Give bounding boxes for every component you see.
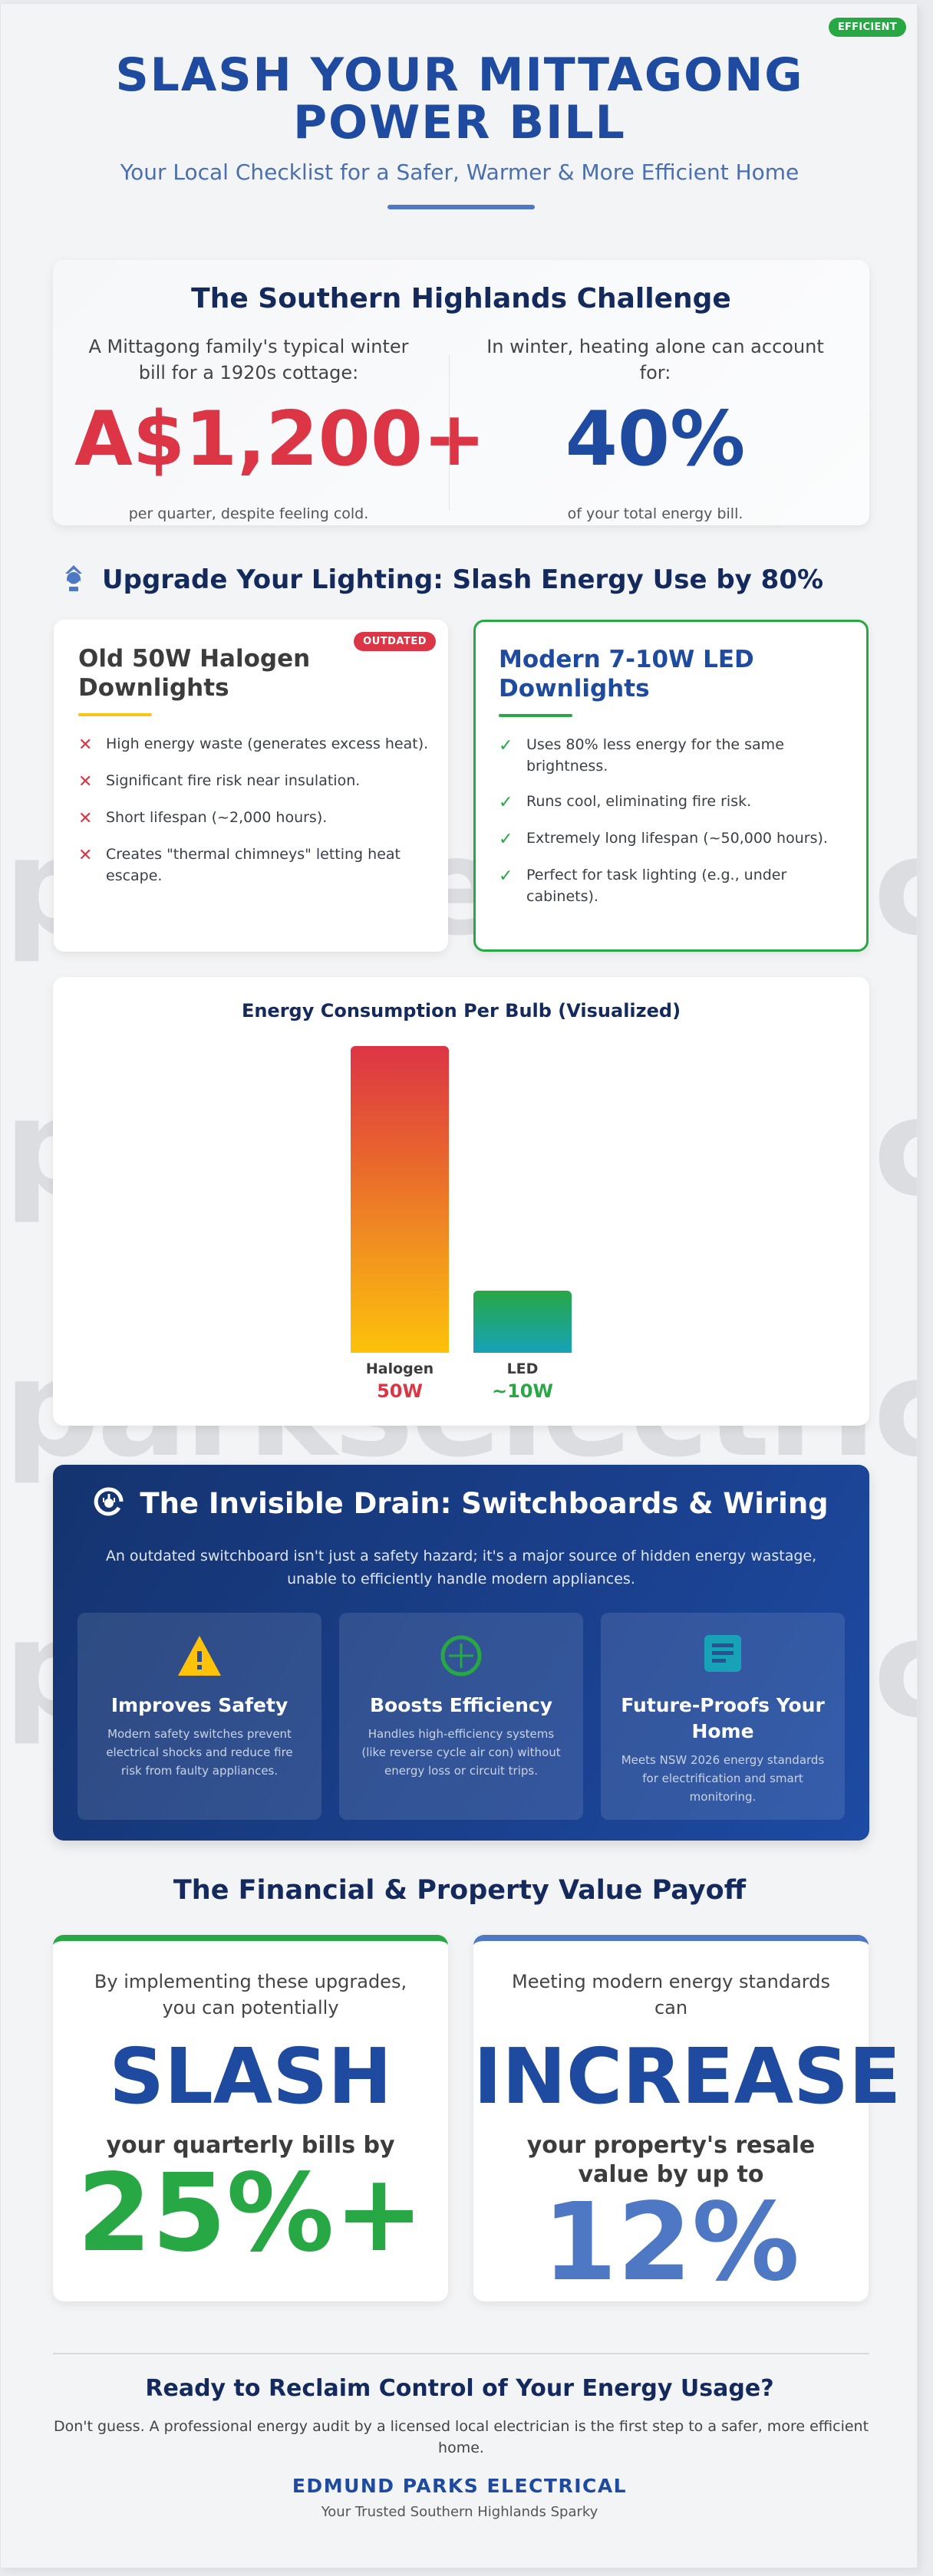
infographic-page: parkselectrical parkselectrical parksele…	[0, 3, 918, 2568]
feature-text: Handles high-efficiency systems (like re…	[361, 1727, 561, 1778]
halogen-card: OUTDATED Old 50W Halogen Downlights ✕ Hig…	[54, 620, 448, 952]
heating-value: 40%	[565, 396, 746, 483]
feature-card-efficiency: Boosts Efficiency Handles high-efficienc…	[339, 1613, 583, 1820]
feature-title: Improves Safety	[110, 1694, 288, 1716]
power-gauge-icon	[94, 1486, 124, 1520]
list-item: ✓ Uses 80% less energy for the same brigh…	[499, 734, 852, 777]
lighting-section-header: Upgrade Your Lighting: Slash Energy Use …	[64, 564, 823, 596]
efficient-badge: EFFICIENT	[828, 18, 906, 37]
brand-tagline: Your Trusted Southern Highlands Sparky	[321, 2504, 598, 2520]
feature-text: Meets NSW 2026 energy standards for elec…	[621, 1753, 825, 1804]
column-divider	[449, 355, 450, 510]
title-divider	[387, 205, 535, 209]
feature-card-safety: Improves Safety Modern safety switches p…	[77, 1613, 321, 1820]
outdated-badge: OUTDATED	[354, 632, 436, 651]
list-item: ✓ Runs cool, eliminating fire risk.	[499, 793, 752, 812]
check-icon: ✓	[499, 736, 513, 755]
bill-lead: A Mittagong family's typical winter bill…	[88, 336, 409, 383]
feature-card-future-proof: Future-Proofs Your Home Meets NSW 2026 e…	[601, 1613, 845, 1820]
plus-circle-icon	[356, 1634, 566, 1677]
challenge-heating-stat: In winter, heating alone can account for…	[452, 334, 859, 522]
check-icon: ✓	[499, 867, 513, 886]
list-item: ✓ Extremely long lifespan (~50,000 hours)…	[499, 830, 828, 849]
property-mid: your property's resale value by up to	[526, 2132, 816, 2188]
check-icon: ✓	[499, 830, 513, 849]
savings-value: 25%+	[77, 2151, 424, 2276]
cross-icon: ✕	[78, 772, 93, 791]
title-line-1: SLASH YOUR MITTAGONG	[115, 48, 804, 102]
warning-icon	[94, 1634, 305, 1677]
list-item: ✕ Creates "thermal chimneys" letting heat…	[78, 844, 431, 887]
cross-icon: ✕	[78, 846, 93, 865]
feature-title: Boosts Efficiency	[369, 1694, 553, 1716]
cross-icon: ✕	[78, 735, 93, 755]
list-item: ✕ High energy waste (generates excess hea…	[78, 735, 429, 755]
halogen-title: Old 50W Halogen Downlights	[78, 645, 311, 702]
title-line-2: POWER BILL	[293, 96, 626, 150]
list-item: ✕ Short lifespan (~2,000 hours).	[78, 809, 328, 828]
chart-title: Energy Consumption Per Bulb (Visualized)	[241, 1000, 681, 1022]
savings-mid: your quarterly bills by	[106, 2132, 395, 2159]
led-bar-label: LED ~10W	[492, 1360, 553, 1402]
halogen-bar	[351, 1046, 449, 1353]
payoff-title: The Financial & Property Value Payoff	[173, 1875, 747, 1906]
feature-title: Future-Proofs Your Home	[621, 1694, 825, 1742]
savings-card: By implementing these upgrades, you can …	[53, 1935, 448, 2301]
savings-lead: By implementing these upgrades, you can …	[94, 1971, 407, 2018]
challenge-title: The Southern Highlands Challenge	[191, 283, 731, 314]
bill-foot: per quarter, despite feeling cold.	[128, 505, 369, 522]
led-bar	[473, 1291, 572, 1353]
feature-text: Modern safety switches prevent electrica…	[106, 1727, 293, 1778]
document-icon	[618, 1634, 828, 1677]
switchboard-section: The Invisible Drain: Switchboards & Wiri…	[53, 1465, 869, 1841]
led-card: Modern 7-10W LED Downlights ✓ Uses 80% le…	[473, 620, 869, 952]
lamp-icon	[64, 564, 84, 596]
halogen-bar-label: Halogen 50W	[365, 1360, 434, 1402]
check-icon: ✓	[499, 793, 513, 812]
property-word: INCREASE	[473, 2032, 902, 2121]
switchboard-header: The Invisible Drain: Switchboards & Wiri…	[53, 1486, 869, 1520]
list-item: ✓ Perfect for task lighting (e.g., under …	[499, 864, 852, 907]
led-rule	[499, 714, 572, 717]
led-title: Modern 7-10W LED Downlights	[499, 646, 754, 702]
list-item: ✕ Significant fire risk near insulation.	[78, 772, 361, 791]
energy-chart-card: Energy Consumption Per Bulb (Visualized)…	[53, 977, 869, 1426]
cta-title: Ready to Reclaim Control of Your Energy …	[145, 2375, 774, 2402]
property-value: 12%	[542, 2180, 800, 2305]
switchboard-title: The Invisible Drain: Switchboards & Wiri…	[140, 1486, 829, 1520]
challenge-bill-stat: A Mittagong family's typical winter bill…	[53, 334, 486, 522]
bill-value: A$1,200+	[74, 396, 486, 483]
switchboard-description: An outdated switchboard isn't just a saf…	[105, 1548, 817, 1587]
challenge-card: The Southern Highlands Challenge A Mitta…	[53, 260, 869, 525]
halogen-cons-list: ✕ High energy waste (generates excess hea…	[78, 733, 431, 900]
cta-text: Don't guess. A professional energy audit…	[53, 2418, 869, 2456]
footer-divider	[53, 2353, 869, 2354]
heating-foot: of your total energy bill.	[567, 505, 743, 522]
led-pros-list: ✓ Uses 80% less energy for the same brigh…	[499, 734, 852, 921]
property-lead: Meeting modern energy standards can	[512, 1971, 830, 2018]
page-title: SLASH YOUR MITTAGONG POWER BILL	[1, 48, 917, 150]
brand-name: EDMUND PARKS ELECTRICAL	[292, 2475, 628, 2497]
property-value-card: Meeting modern energy standards can INCR…	[473, 1935, 902, 2305]
cross-icon: ✕	[78, 809, 93, 828]
savings-word: SLASH	[109, 2032, 392, 2121]
lighting-title: Upgrade Your Lighting: Slash Energy Use …	[102, 564, 824, 595]
page-subtitle: Your Local Checklist for a Safer, Warmer…	[120, 160, 799, 185]
heating-lead: In winter, heating alone can account for…	[486, 336, 824, 383]
halogen-rule	[78, 713, 152, 716]
